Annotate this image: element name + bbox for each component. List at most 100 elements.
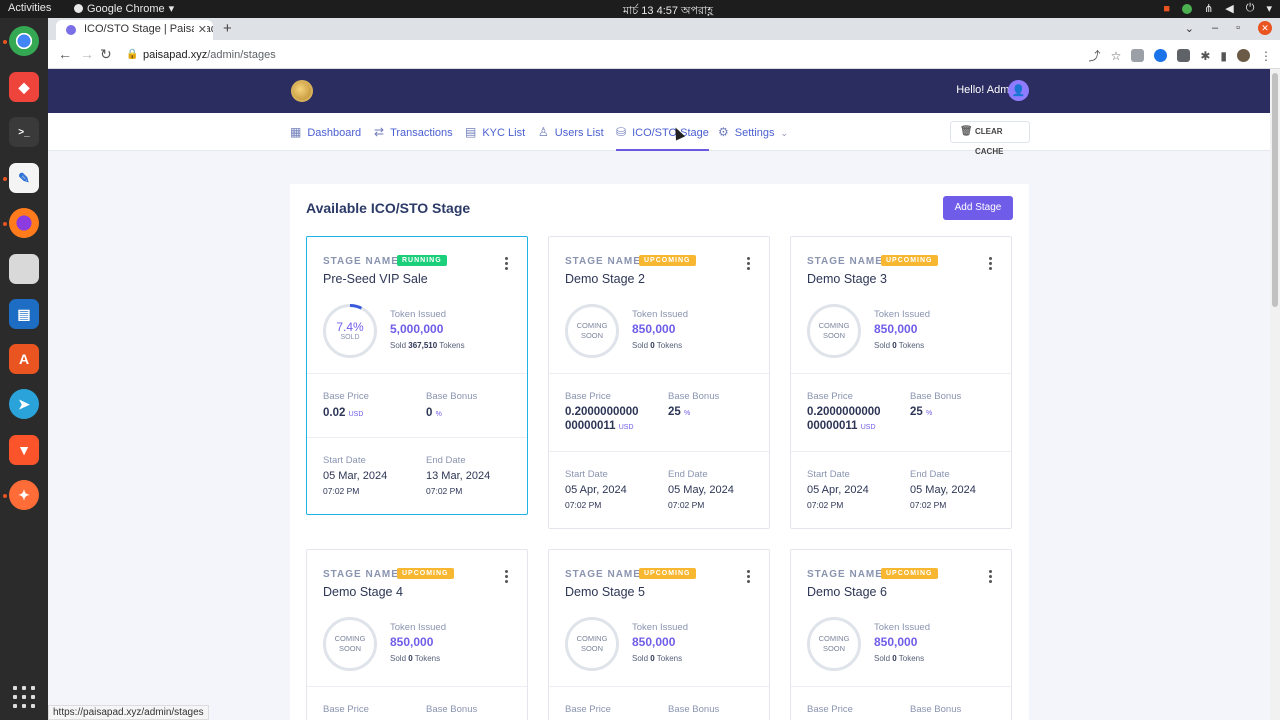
back-icon[interactable]: ← <box>58 46 72 62</box>
end-time: 07:02 PM <box>426 486 463 496</box>
add-stage-button[interactable]: Add Stage <box>943 196 1013 220</box>
base-bonus-label: Base Bonus <box>910 391 962 402</box>
stage-card[interactable]: STAGE NAME UPCOMING Demo Stage 4 COMING … <box>306 549 528 720</box>
stage-card[interactable]: STAGE NAME UPCOMING Demo Stage 5 COMING … <box>548 549 770 720</box>
stage-card-pricing: Base Price Base Bonus <box>791 687 1011 720</box>
dock: ◆ >_ ✎ ▤ A ➤ ▼ ✦ <box>0 18 48 720</box>
base-price-label: Base Price <box>323 704 369 715</box>
profile-avatar[interactable] <box>1237 49 1250 62</box>
menu-item-dashboard[interactable]: ▦ Dashboard <box>290 113 361 151</box>
tab-search-icon[interactable]: ⌄ <box>1184 22 1194 35</box>
base-bonus-label: Base Bonus <box>426 391 478 402</box>
terminal-icon[interactable]: >_ <box>9 117 39 147</box>
stage-card-pricing: Base Price Base Bonus <box>549 687 769 720</box>
sold-tokens: Sold 367,510 Tokens <box>390 341 465 350</box>
app-center-icon[interactable]: A <box>9 344 39 374</box>
stage-card-summary: STAGE NAME UPCOMING Demo Stage 6 COMING … <box>791 550 1011 687</box>
sold-suffix: Tokens <box>656 654 683 663</box>
close-window-icon[interactable]: ✕ <box>1258 21 1272 35</box>
stage-card-dates: Start Date 05 Apr, 2024 07:02 PM End Dat… <box>791 452 1011 528</box>
app-menu[interactable]: Google Chrome ▾ <box>74 2 174 15</box>
token-issued-label: Token Issued <box>390 622 446 633</box>
telegram-icon[interactable]: ➤ <box>9 389 39 419</box>
more-options-icon[interactable] <box>989 257 993 270</box>
more-options-icon[interactable] <box>747 257 751 270</box>
minimize-icon[interactable]: – <box>1211 22 1219 34</box>
files-icon[interactable] <box>9 254 39 284</box>
chrome-dock-icon[interactable] <box>9 26 39 56</box>
clear-cache-button[interactable]: 🗑 CLEAR CACHE <box>950 121 1030 156</box>
app-name: Google Chrome <box>87 2 165 15</box>
base-price-value: 0.2000000000 00000011 USD <box>565 405 639 435</box>
reload-icon[interactable]: ↻ <box>100 46 112 62</box>
browser-tab[interactable]: ICO/STO Stage | PaisaPad ✕ <box>56 20 213 40</box>
more-options-icon[interactable] <box>505 570 509 583</box>
stage-card[interactable]: STAGE NAME UPCOMING Demo Stage 2 COMING … <box>548 236 770 529</box>
page-scrollbar[interactable] <box>1270 69 1280 720</box>
firefox-icon[interactable] <box>9 208 39 238</box>
maximize-icon[interactable]: ▫ <box>1236 22 1240 34</box>
site-logo[interactable] <box>291 80 313 102</box>
stage-name: Demo Stage 5 <box>565 585 645 599</box>
end-date-label: End Date <box>668 469 708 480</box>
share-icon[interactable]: ⤴ <box>1088 49 1101 63</box>
sold-suffix: Tokens <box>898 341 925 350</box>
more-options-icon[interactable] <box>505 257 509 270</box>
new-tab-button[interactable]: + <box>223 20 232 37</box>
lock-icon: 🔒 <box>126 49 139 60</box>
scrollbar-thumb[interactable] <box>1272 73 1278 307</box>
extension-icon[interactable] <box>1177 49 1191 62</box>
coming-soon-ring: COMING SOON <box>807 617 861 671</box>
show-apps-icon[interactable] <box>13 686 35 708</box>
menu-item-transactions[interactable]: ⇄ Transactions <box>374 113 453 151</box>
chevron-down-icon: ▾ <box>1266 3 1272 15</box>
menu-item-ico-sto-stage[interactable]: ⛁ ICO/STO Stage <box>616 113 709 151</box>
stage-card[interactable]: STAGE NAME RUNNING Pre-Seed VIP Sale 7.4… <box>306 236 528 515</box>
token-issued-label: Token Issued <box>874 309 930 320</box>
postman-icon[interactable]: ✦ <box>9 480 39 510</box>
anydesk-icon[interactable]: ◆ <box>9 72 39 102</box>
system-tray[interactable]: ■ ⋔ ◀ ⏻ ▾ <box>1163 2 1272 15</box>
more-options-icon[interactable] <box>747 570 751 583</box>
menu-item-label: Users List <box>554 127 604 139</box>
sold-tokens-count: 367,510 <box>408 341 438 350</box>
stage-name-label: STAGE NAME <box>807 569 883 580</box>
token-issued-value: 850,000 <box>390 635 434 649</box>
stage-name-label: STAGE NAME <box>565 569 641 580</box>
clock[interactable]: মার্চ 13 4:57 অপরাহ্ণ <box>623 5 714 17</box>
sold-label: SOLD <box>340 334 360 341</box>
menu-item-settings[interactable]: ⚙ Settings ⌄ <box>718 113 788 151</box>
user-avatar[interactable]: 👤 <box>1008 80 1029 101</box>
bookmark-star-icon[interactable]: ☆ <box>1110 48 1122 63</box>
sold-tokens: Sold 0 Tokens <box>874 341 924 350</box>
base-bonus-label: Base Bonus <box>668 391 720 402</box>
brave-icon[interactable]: ▼ <box>9 435 39 465</box>
writer-icon[interactable]: ▤ <box>9 299 39 329</box>
stage-card[interactable]: STAGE NAME UPCOMING Demo Stage 3 COMING … <box>790 236 1012 529</box>
forward-icon[interactable]: → <box>80 46 94 62</box>
menu-item-users-list[interactable]: ♙ Users List <box>538 113 604 151</box>
greeting: Hello! Admin <box>956 84 1018 96</box>
sold-prefix: Sold <box>390 341 407 350</box>
trash-icon: 🗑 <box>960 126 973 137</box>
stage-card[interactable]: STAGE NAME UPCOMING Demo Stage 6 COMING … <box>790 549 1012 720</box>
running-indicator <box>3 177 7 181</box>
extension-icon[interactable] <box>1154 49 1168 62</box>
activities-button[interactable]: Activities <box>8 2 52 14</box>
side-panel-icon[interactable]: ▮ <box>1220 48 1227 63</box>
base-price-amount: 0.2000000000 <box>565 406 639 418</box>
more-options-icon[interactable] <box>989 570 993 583</box>
camera-icon: ■ <box>1163 2 1171 15</box>
token-issued-label: Token Issued <box>632 309 688 320</box>
extensions-puzzle-icon[interactable]: ✱ <box>1200 48 1211 63</box>
close-tab-icon[interactable]: ✕ <box>193 23 207 36</box>
clear-cache-label: CLEAR CACHE <box>975 127 1004 156</box>
extension-icon[interactable] <box>1131 49 1145 62</box>
text-editor-icon[interactable]: ✎ <box>9 163 39 193</box>
more-menu-icon[interactable]: ⋮ <box>1260 48 1272 63</box>
menu-item-label: KYC List <box>482 127 526 139</box>
sold-tokens-count: 0 <box>892 341 897 350</box>
menu-item-kyc-list[interactable]: ▤ KYC List <box>465 113 525 151</box>
url-field[interactable]: 🔒 paisapad.xyz/admin/stages <box>126 45 276 65</box>
address-bar-row: ← → ↻ 🔒 paisapad.xyz/admin/stages ⤴ ☆ ✱ … <box>48 40 1280 69</box>
